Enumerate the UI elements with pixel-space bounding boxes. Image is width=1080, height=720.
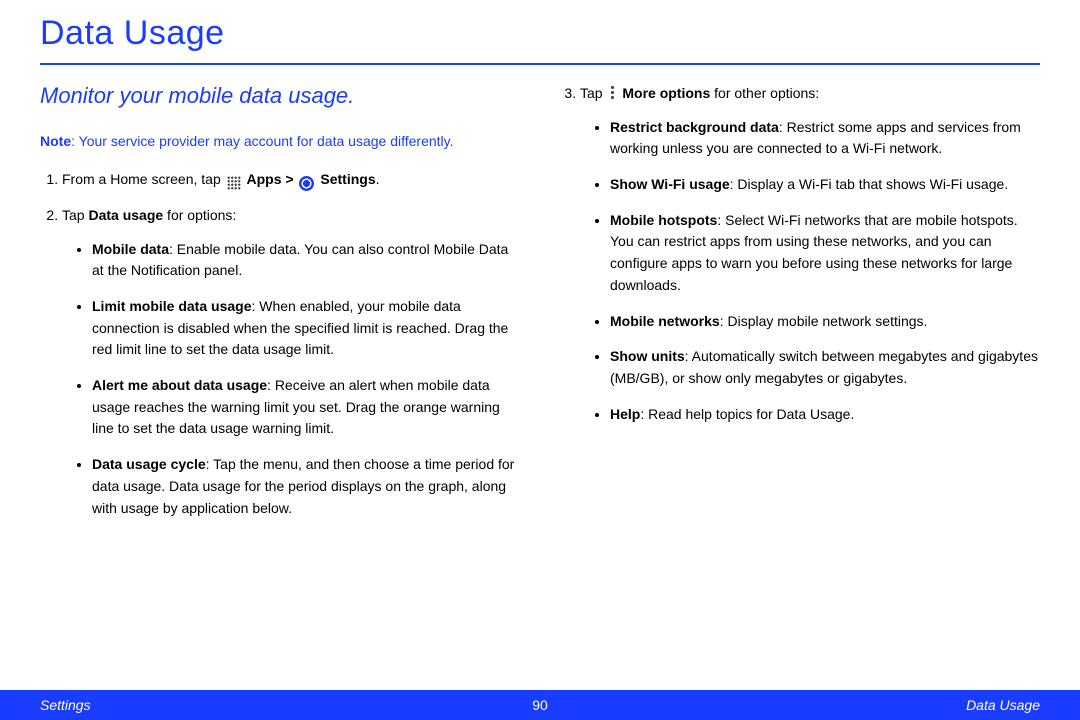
- note: Note: Your service provider may account …: [40, 131, 522, 151]
- bullet-label: Show units: [610, 348, 685, 364]
- bullet-alert-usage: Alert me about data usage: Receive an al…: [92, 375, 522, 440]
- bullet-label: Help: [610, 406, 640, 422]
- footer-left: Settings: [40, 697, 91, 713]
- step-2: Tap Data usage for options: Mobile data:…: [62, 205, 522, 519]
- step-3-suffix: for other options:: [710, 85, 819, 101]
- title-rule: [40, 63, 1040, 65]
- column-right: Tap More options for other options: Rest…: [558, 83, 1040, 533]
- bullet-label: Mobile hotspots: [610, 212, 717, 228]
- footer-right: Data Usage: [966, 697, 1040, 713]
- step-3-bold: More options: [622, 85, 710, 101]
- bullet-text: : Display mobile network settings.: [720, 313, 928, 329]
- step-2-bold: Data usage: [88, 207, 163, 223]
- footer-page-number: 90: [532, 697, 548, 713]
- page: Data Usage Monitor your mobile data usag…: [0, 0, 1080, 720]
- step-1-settings-label: Settings: [320, 171, 375, 187]
- bullet-wifi-usage: Show Wi-Fi usage: Display a Wi-Fi tab th…: [610, 174, 1040, 196]
- bullet-label: Mobile data: [92, 241, 169, 257]
- column-left: Monitor your mobile data usage. Note: Yo…: [40, 83, 522, 533]
- bullet-label: Show Wi-Fi usage: [610, 176, 730, 192]
- bullet-label: Data usage cycle: [92, 456, 206, 472]
- bullet-label: Restrict background data: [610, 119, 779, 135]
- bullet-help: Help: Read help topics for Data Usage.: [610, 404, 1040, 426]
- bullet-mobile-networks: Mobile networks: Display mobile network …: [610, 311, 1040, 333]
- step-3: Tap More options for other options: Rest…: [580, 83, 1040, 425]
- step-3-prefix: Tap: [580, 85, 606, 101]
- steps-list-cont: Tap More options for other options: Rest…: [558, 83, 1040, 425]
- step-3-bullets: Restrict background data: Restrict some …: [580, 117, 1040, 426]
- bullet-usage-cycle: Data usage cycle: Tap the menu, and then…: [92, 454, 522, 519]
- bullet-label: Limit mobile data usage: [92, 298, 251, 314]
- step-2-bullets: Mobile data: Enable mobile data. You can…: [62, 239, 522, 520]
- steps-list: From a Home screen, tap Apps > Settings.…: [40, 169, 522, 519]
- bullet-mobile-data: Mobile data: Enable mobile data. You can…: [92, 239, 522, 282]
- step-1-apps-label: Apps >: [247, 171, 294, 187]
- bullet-text: : Display a Wi-Fi tab that shows Wi-Fi u…: [730, 176, 1009, 192]
- bullet-mobile-hotspots: Mobile hotspots: Select Wi-Fi networks t…: [610, 210, 1040, 297]
- bullet-label: Mobile networks: [610, 313, 720, 329]
- step-2-prefix: Tap: [62, 207, 88, 223]
- step-1-prefix: From a Home screen, tap: [62, 171, 225, 187]
- bullet-label: Alert me about data usage: [92, 377, 267, 393]
- bullet-text: : Read help topics for Data Usage.: [640, 406, 854, 422]
- page-title: Data Usage: [40, 14, 1040, 53]
- footer: Settings 90 Data Usage: [0, 690, 1080, 720]
- step-1: From a Home screen, tap Apps > Settings.: [62, 169, 522, 191]
- step-1-suffix: .: [376, 171, 380, 187]
- content-columns: Monitor your mobile data usage. Note: Yo…: [40, 83, 1040, 533]
- bullet-restrict-bg: Restrict background data: Restrict some …: [610, 117, 1040, 160]
- bullet-limit-usage: Limit mobile data usage: When enabled, y…: [92, 296, 522, 361]
- note-text: : Your service provider may account for …: [71, 133, 453, 149]
- note-label: Note: [40, 133, 71, 149]
- more-options-icon: [608, 86, 616, 100]
- bullet-show-units: Show units: Automatically switch between…: [610, 346, 1040, 389]
- subtitle: Monitor your mobile data usage.: [40, 83, 522, 109]
- apps-icon: [227, 176, 241, 190]
- settings-icon: [299, 176, 314, 191]
- step-2-suffix: for options:: [163, 207, 236, 223]
